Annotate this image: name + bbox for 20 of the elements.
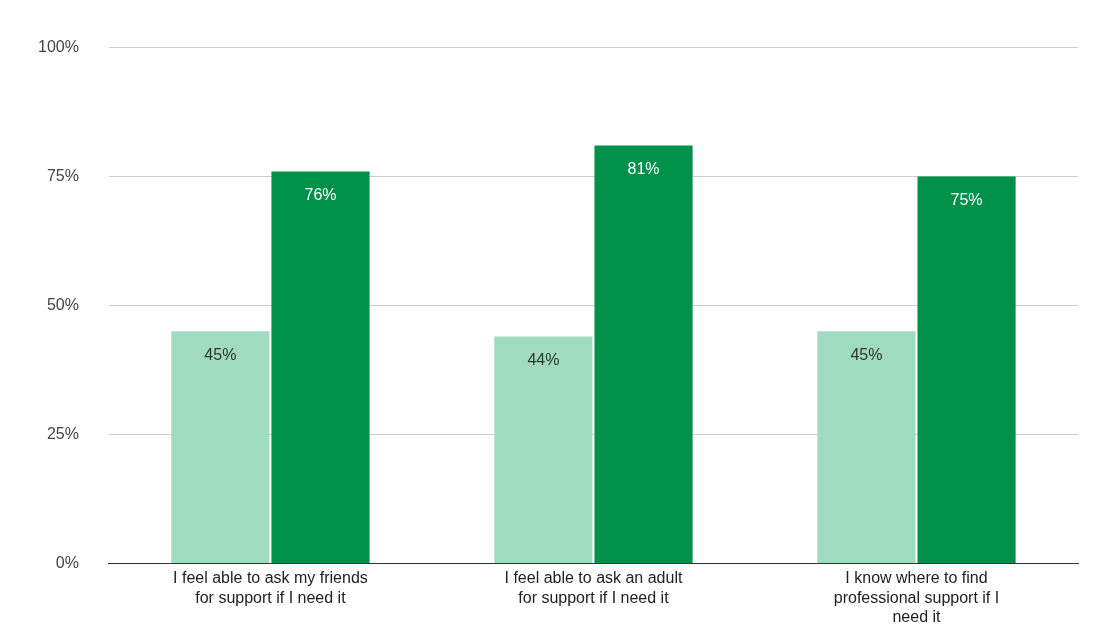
bar — [494, 336, 593, 563]
y-tick-label: 0% — [55, 553, 79, 571]
y-tick-label: 50% — [46, 295, 79, 313]
text: 76% — [304, 185, 337, 203]
y-tick-label: 25% — [46, 424, 79, 442]
x-tick-label: I feel able to ask an adult for support if I need it — [504, 569, 683, 606]
text: 45% — [204, 345, 237, 363]
bar — [594, 145, 693, 563]
text: 44% — [527, 350, 560, 368]
bar — [917, 176, 1016, 563]
text: 75% — [950, 190, 983, 208]
y-tick-label: 75% — [46, 166, 79, 184]
x-tick-label: I feel able to ask my friends for support if I need it — [173, 569, 368, 606]
text: 45% — [850, 345, 883, 363]
x-tick-label: I know where to find professional support if I need it — [833, 569, 1000, 625]
bar — [817, 331, 916, 563]
y-tick-label: 100% — [38, 38, 79, 56]
bar — [171, 331, 270, 563]
bar — [271, 171, 370, 563]
text: 81% — [627, 160, 660, 178]
